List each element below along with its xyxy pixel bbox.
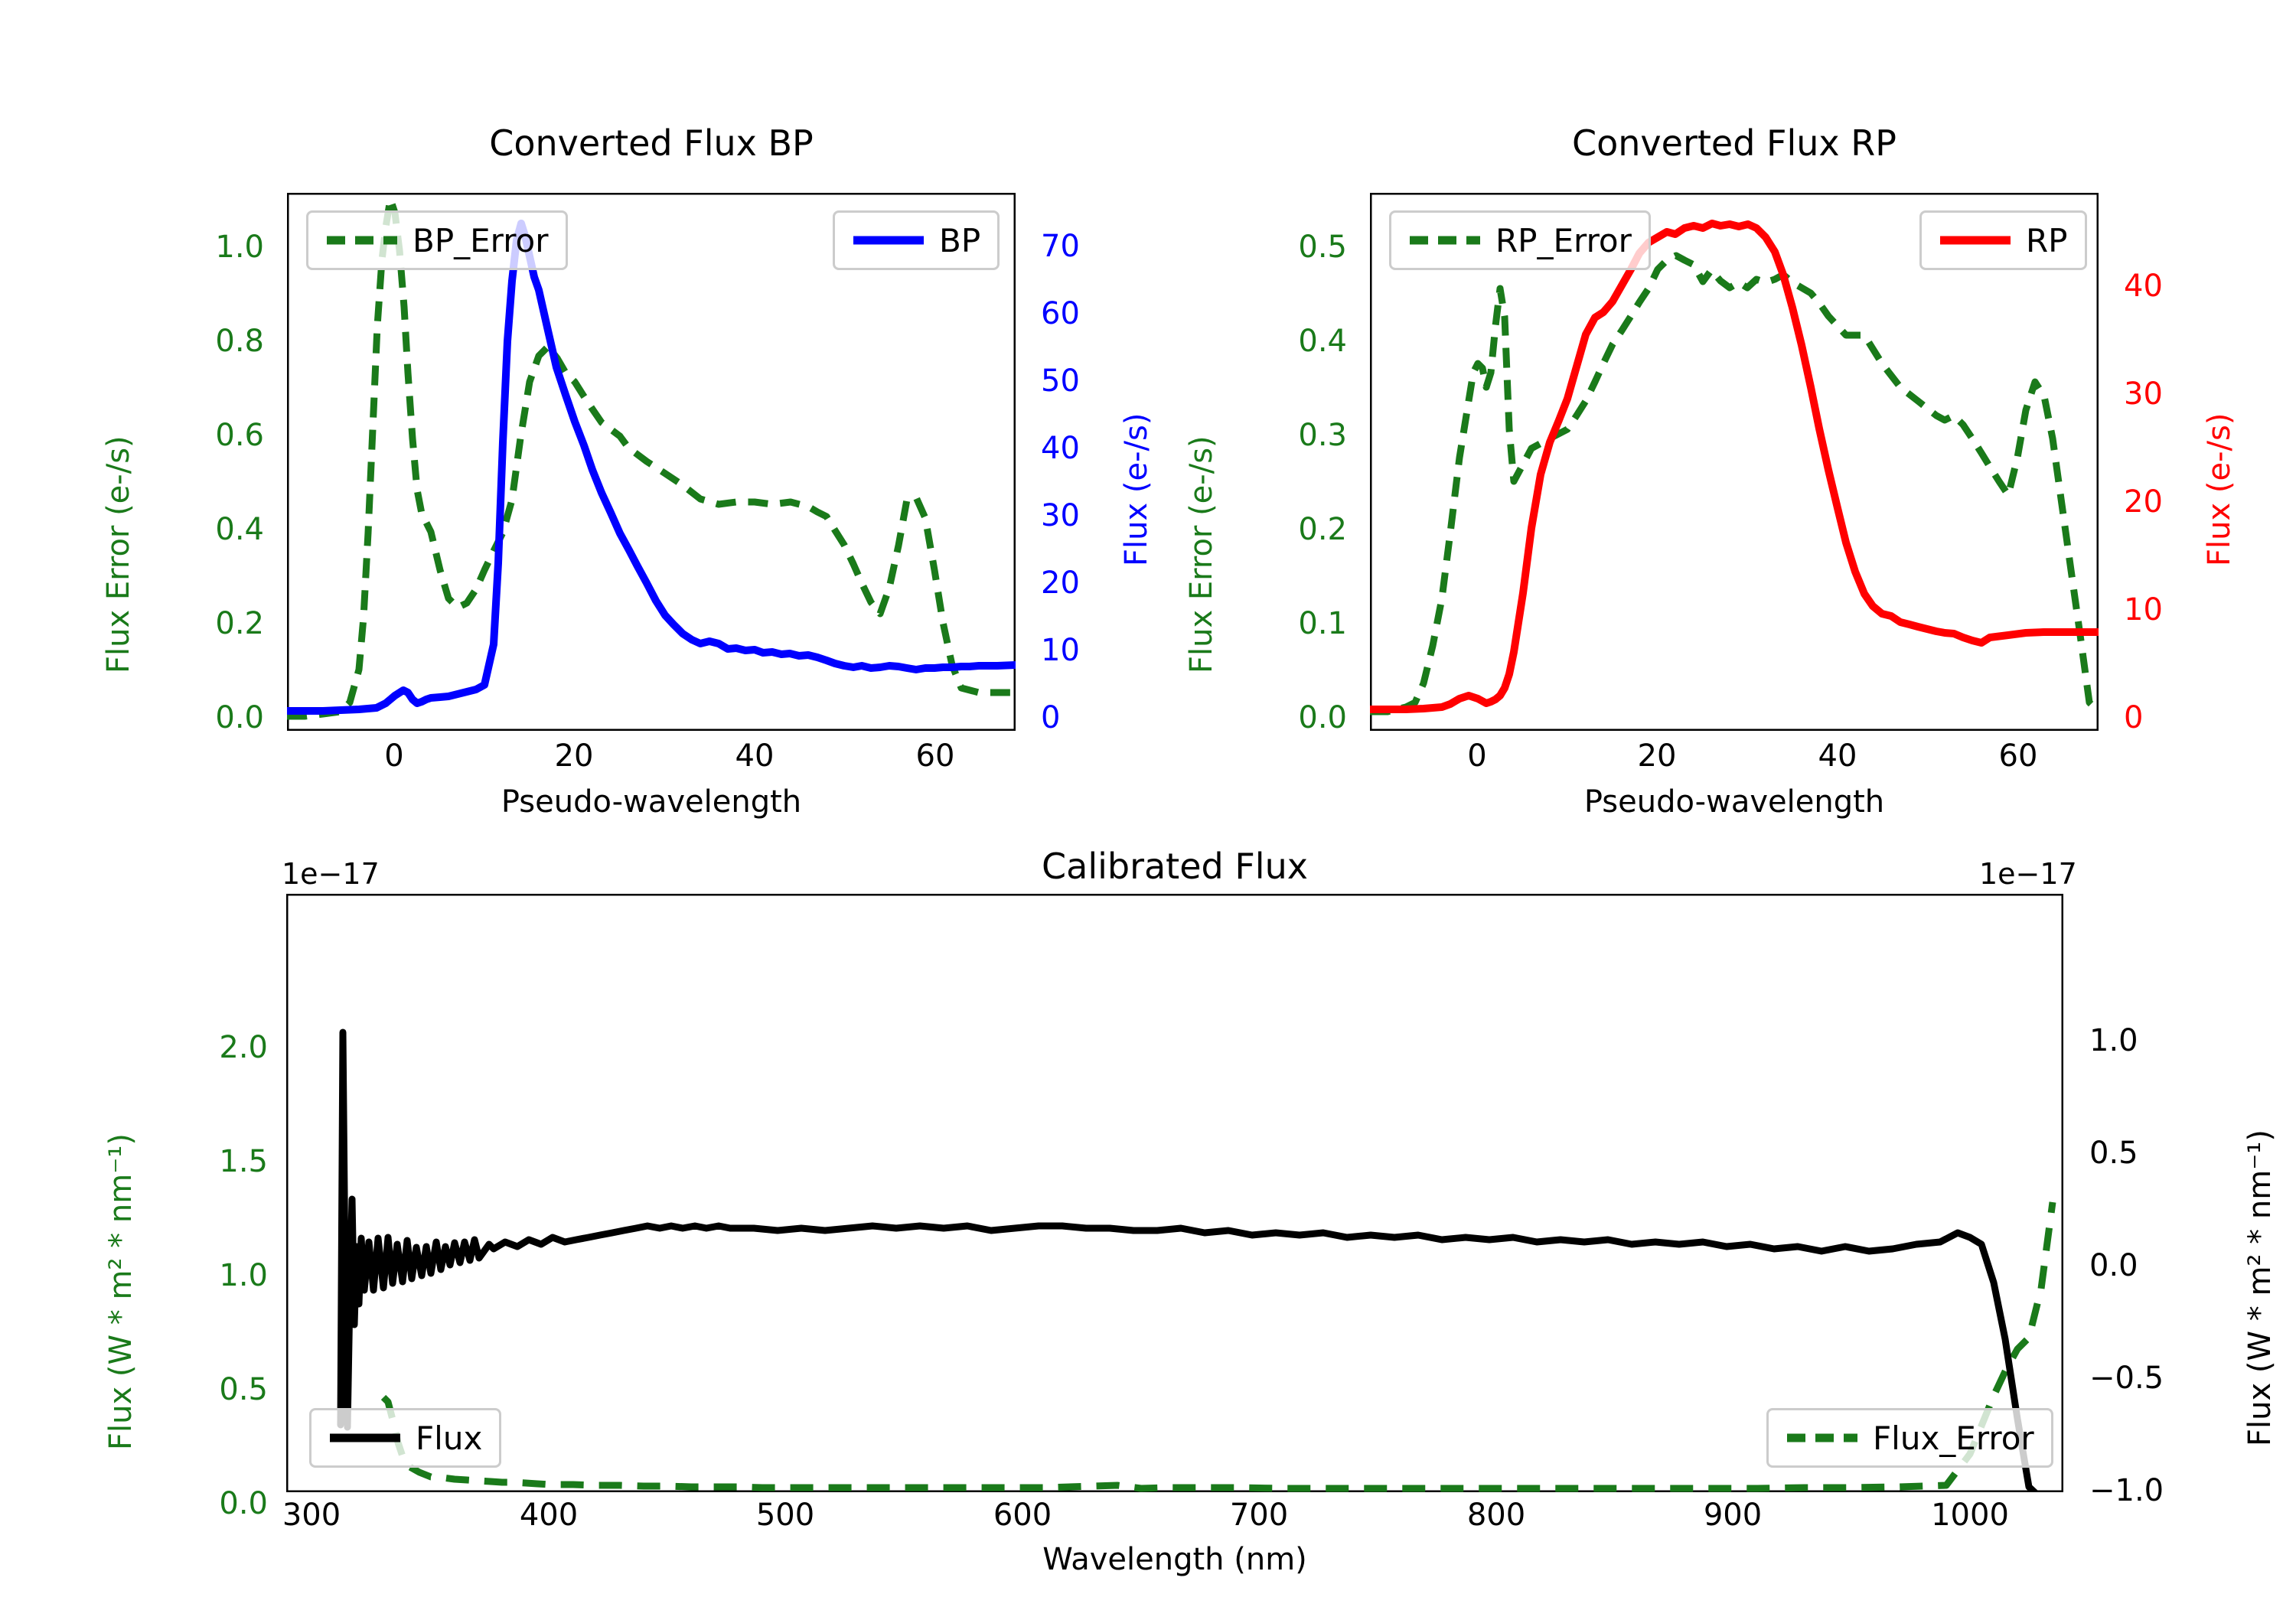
flux-error-legend-label: Flux_Error [1873, 1419, 2034, 1457]
calibrated-legend-flux[interactable]: Flux [309, 1408, 502, 1468]
bp-ytick-right-4: 40 [1041, 431, 1080, 466]
rp-xtick-0: 0 [1467, 738, 1487, 774]
rp-panel-title: Converted Flux RP [1572, 122, 1896, 164]
panel-converted-flux-bp: Converted Flux BP Flux Error (e-/s) Flux… [0, 0, 1154, 826]
rp-ytick-left-2: 0.2 [1298, 512, 1347, 547]
flux-error-curve [380, 1201, 2056, 1492]
rp-xtick-1: 20 [1637, 738, 1677, 774]
calibrated-panel-title: Calibrated Flux [1042, 846, 1308, 887]
rp-ytick-right-2: 20 [2124, 484, 2163, 520]
rp-ytick-left-3: 0.3 [1298, 418, 1347, 453]
bp-ytick-right-3: 30 [1041, 498, 1080, 533]
bp-ytick-right-0: 0 [1041, 700, 1061, 735]
calibrated-ytick-right-0: −1.0 [2089, 1473, 2164, 1508]
bp-ytick-right-1: 10 [1041, 633, 1080, 668]
rp-legend-error[interactable]: RP_Error [1389, 210, 1651, 270]
panel-converted-flux-rp: Converted Flux RP Flux Error (e-/s) Flux… [1083, 0, 2296, 826]
rp-y-axis-right-label: Flux (e-/s) [2202, 412, 2237, 566]
bp-ytick-left-3: 0.6 [215, 418, 264, 453]
rp-xtick-2: 40 [1818, 738, 1857, 774]
rp-error-legend-line-icon [1408, 235, 1482, 246]
calibrated-xtick-6: 900 [1703, 1498, 1763, 1533]
calibrated-ytick-left-0: 0.0 [219, 1486, 268, 1521]
rp-x-axis-label: Pseudo-wavelength [1583, 784, 1885, 820]
rp-error-legend-label: RP_Error [1495, 221, 1632, 259]
calibrated-x-axis-label: Wavelength (nm) [1042, 1542, 1307, 1577]
rp-ytick-right-4: 40 [2124, 269, 2163, 304]
calibrated-xtick-1: 400 [519, 1498, 579, 1533]
calibrated-plot-area [286, 894, 2063, 1492]
rp-curve [1370, 220, 2099, 713]
bp-ytick-left-0: 0.0 [215, 700, 264, 735]
calibrated-ytick-left-3: 1.5 [219, 1144, 268, 1179]
calibrated-ytick-right-2: 0.0 [2089, 1248, 2138, 1283]
bp-xtick-3: 60 [915, 738, 955, 774]
bp-ytick-left-4: 0.8 [215, 324, 264, 359]
rp-xtick-3: 60 [1998, 738, 2038, 774]
rp-legend-line-icon [1939, 235, 2012, 246]
calibrated-legend-flux-error[interactable]: Flux_Error [1766, 1408, 2053, 1468]
rp-ytick-left-1: 0.1 [1298, 606, 1347, 641]
bp-legend-flux[interactable]: BP [833, 210, 1000, 270]
calibrated-xtick-0: 300 [282, 1498, 341, 1533]
calibrated-ytick-right-3: 0.5 [2089, 1136, 2138, 1171]
rp-ytick-right-3: 30 [2124, 376, 2163, 412]
calibrated-ytick-left-1: 0.5 [219, 1372, 268, 1407]
rp-ytick-right-1: 10 [2124, 592, 2163, 627]
bp-xtick-0: 0 [384, 738, 404, 774]
rp-ytick-right-0: 0 [2124, 700, 2144, 735]
rp-ytick-left-4: 0.4 [1298, 324, 1347, 359]
rp-plot-area [1370, 193, 2099, 731]
rp-error-curve [1370, 252, 2099, 715]
bp-xtick-2: 40 [735, 738, 775, 774]
bp-ytick-left-2: 0.4 [215, 512, 264, 547]
calibrated-ytick-right-4: 1.0 [2089, 1023, 2138, 1058]
bp-legend-line-icon [852, 235, 925, 246]
calibrated-xtick-2: 500 [755, 1498, 815, 1533]
calibrated-xtick-4: 700 [1229, 1498, 1289, 1533]
bp-ytick-right-2: 20 [1041, 566, 1080, 601]
calibrated-ytick-left-4: 2.0 [219, 1030, 268, 1065]
bp-plot-area [287, 193, 1016, 731]
flux-error-legend-line-icon [1786, 1433, 1859, 1443]
calibrated-ytick-left-2: 1.0 [219, 1258, 268, 1293]
flux-legend-label: Flux [416, 1419, 483, 1457]
bp-error-legend-line-icon [325, 235, 399, 246]
bp-ytick-left-5: 1.0 [215, 230, 264, 265]
bp-legend-error[interactable]: BP_Error [306, 210, 568, 270]
bp-curve [287, 220, 1016, 715]
bp-ytick-right-6: 60 [1041, 296, 1080, 331]
bp-legend-label: BP [939, 221, 981, 259]
panel-calibrated-flux: Calibrated Flux 1e−17 1e−17 Flux (W * m²… [0, 826, 2296, 1607]
calibrated-y-axis-right-label: Flux (W * m² * nm⁻¹) [2242, 1129, 2278, 1446]
calibrated-xtick-7: 1000 [1931, 1498, 2009, 1533]
calibrated-right-offset-text: 1e−17 [1979, 857, 2077, 891]
calibrated-left-offset-text: 1e−17 [282, 857, 380, 891]
calibrated-ytick-right-1: −0.5 [2089, 1361, 2164, 1396]
bp-ytick-left-1: 0.2 [215, 606, 264, 641]
flux-legend-line-icon [328, 1433, 402, 1443]
bp-ytick-right-5: 50 [1041, 363, 1080, 399]
rp-ytick-left-5: 0.5 [1298, 230, 1347, 265]
rp-legend-flux[interactable]: RP [1919, 210, 2087, 270]
bp-error-legend-label: BP_Error [413, 221, 549, 259]
flux-curve [337, 1028, 2040, 1492]
bp-panel-title: Converted Flux BP [489, 122, 814, 164]
calibrated-xtick-5: 800 [1466, 1498, 1526, 1533]
rp-legend-label: RP [2026, 221, 2068, 259]
bp-ytick-right-7: 70 [1041, 229, 1080, 264]
bp-xtick-1: 20 [554, 738, 594, 774]
rp-ytick-left-0: 0.0 [1298, 700, 1347, 735]
calibrated-xtick-3: 600 [993, 1498, 1052, 1533]
bp-x-axis-label: Pseudo-wavelength [501, 784, 802, 820]
